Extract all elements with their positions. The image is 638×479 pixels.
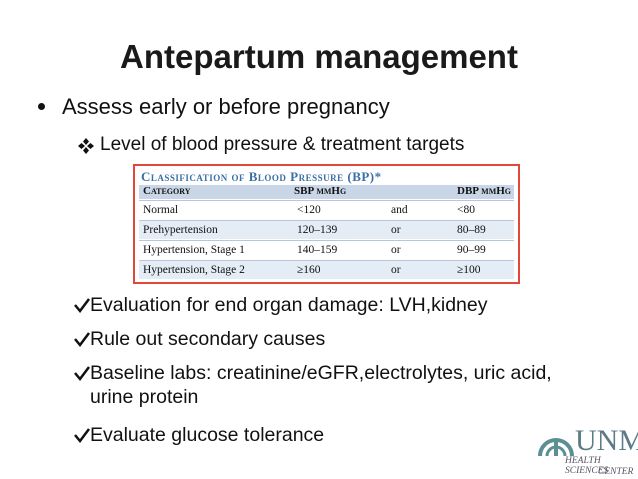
- table-row: Normal <120 and <80: [139, 200, 514, 219]
- table-cell: or: [391, 264, 401, 276]
- diamond-bullet: [78, 138, 94, 154]
- check-bullet: [74, 428, 90, 443]
- table-cell: or: [391, 244, 401, 256]
- check-bullet: [74, 332, 90, 347]
- table-cell: Hypertension, Stage 1: [143, 244, 245, 256]
- table-row: Prehypertension 120–139 or 80–89: [139, 220, 514, 239]
- check-mark: [74, 332, 90, 347]
- table-cell: 80–89: [457, 224, 486, 236]
- table-row: Hypertension, Stage 1 140–159 or 90–99: [139, 240, 514, 259]
- bp-table: Classification of Blood Pressure (BP)* C…: [133, 164, 520, 284]
- header-cell: DBP mmHg: [457, 185, 512, 197]
- check-item: Evaluation for end organ damage: LVH,kid…: [90, 294, 488, 316]
- table-cell: <120: [297, 204, 321, 216]
- table-title: Classification of Blood Pressure (BP)*: [141, 169, 382, 184]
- check-mark: [74, 298, 90, 313]
- bullet-dot: [38, 103, 45, 110]
- check-bullet: [74, 298, 90, 313]
- table-header: Category SBP mmHg DBP mmHg: [139, 185, 514, 199]
- table-cell: Normal: [143, 204, 179, 216]
- sub-bullet-text: Level of blood pressure & treatment targ…: [100, 134, 465, 155]
- table-row: Hypertension, Stage 2 ≥160 or ≥100: [139, 260, 514, 279]
- check-mark: [74, 366, 90, 381]
- logo-icon: [538, 438, 574, 457]
- table-cell: or: [391, 224, 401, 236]
- table-cell: <80: [457, 204, 475, 216]
- table-cell: 140–159: [297, 244, 338, 256]
- logo-line: HEALTH SCIENCES: [565, 456, 609, 476]
- check-item: Rule out secondary causes: [90, 328, 326, 350]
- table-cell: 120–139: [297, 224, 338, 236]
- header-cell: Category: [143, 185, 191, 197]
- bullet-text: Assess early or before pregnancy: [62, 94, 390, 119]
- check-bullet: [74, 366, 90, 381]
- logo-name: UNM: [575, 424, 638, 457]
- table-cell: ≥100: [457, 264, 481, 276]
- table-cell: Hypertension, Stage 2: [143, 264, 245, 276]
- slide-title: Antepartum management: [120, 38, 518, 75]
- table-cell: 90–99: [457, 244, 486, 256]
- table-cell: and: [391, 204, 408, 216]
- check-item: Baseline labs: creatinine/eGFR,electroly…: [90, 362, 552, 408]
- header-cell: SBP mmHg: [294, 185, 347, 197]
- table-cell: Prehypertension: [143, 224, 218, 236]
- check-item: Evaluate glucose tolerance: [90, 424, 325, 446]
- table-cell: ≥160: [297, 264, 321, 276]
- logo-line: CENTER: [598, 467, 634, 477]
- check-mark: [74, 428, 90, 443]
